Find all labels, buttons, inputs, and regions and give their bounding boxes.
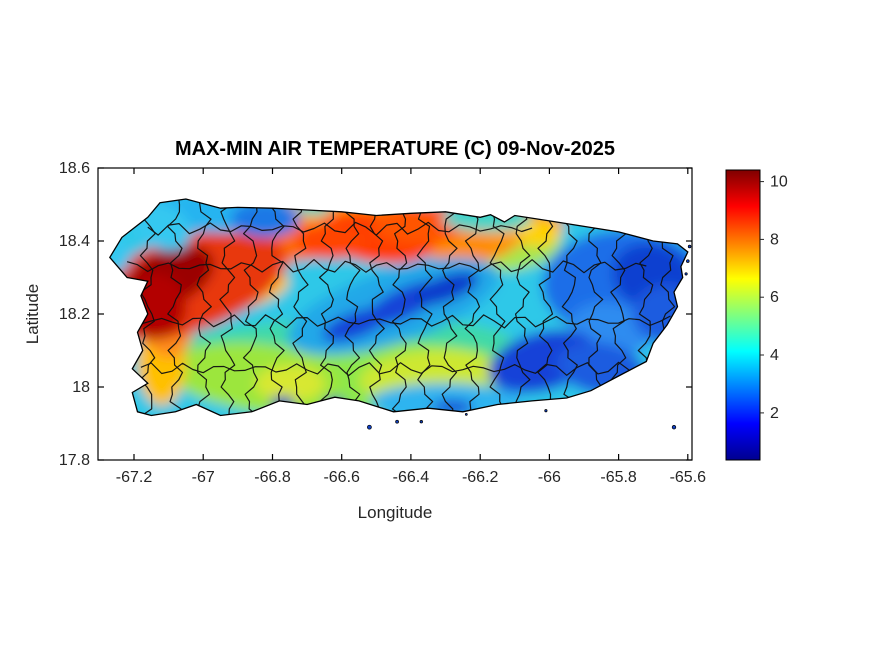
boundary-line [147, 221, 533, 236]
map-area [108, 198, 692, 430]
boundary-line [588, 199, 604, 416]
boundary-line [368, 199, 386, 416]
heat-blob [412, 271, 479, 306]
islet [684, 272, 688, 276]
heat-blob [123, 273, 186, 340]
colorbar-tick-label: 8 [770, 231, 779, 248]
y-tick-label: 18.2 [59, 306, 90, 323]
boundary-line [292, 199, 309, 416]
islet [464, 413, 468, 416]
boundary-line [416, 199, 434, 416]
generated-plot-content: -67.2 -67 -66.8 -66.6 -66.4 -66.2 -66 -65.8 -65.… [59, 160, 788, 486]
colorbar-tick-label: 2 [770, 405, 779, 422]
boundary-line [344, 199, 361, 416]
x-tick-label: -66.6 [323, 469, 360, 486]
heat-blob [296, 200, 332, 216]
x-tick-label: -66.4 [393, 469, 430, 486]
boundary-line [489, 199, 506, 416]
boundary-line [515, 199, 531, 416]
islet [395, 419, 399, 424]
heat-blob [109, 237, 131, 274]
boundary-line [219, 199, 236, 416]
coastline-outline [108, 198, 689, 417]
x-tick-label: -67 [192, 469, 215, 486]
boundary-line [318, 199, 335, 416]
islet [544, 409, 548, 413]
islet [419, 420, 423, 424]
y-tick-label: 18.6 [59, 160, 90, 177]
heat-blob [255, 365, 325, 402]
y-tick-label: 18 [72, 379, 90, 396]
boundary-line [196, 199, 212, 416]
colorbar-tick-label: 10 [770, 174, 788, 191]
x-axis-label: Longitude [358, 503, 433, 522]
boundary-line [464, 199, 481, 416]
boundary-line [391, 199, 408, 416]
heat-blob [230, 200, 301, 238]
x-tick-label: -66.8 [254, 469, 291, 486]
boundary-line [242, 199, 259, 416]
x-tick-label: -65.6 [670, 469, 707, 486]
heat-blob [431, 399, 474, 415]
municipality-boundaries [120, 199, 676, 416]
islet [687, 244, 692, 249]
islet [686, 259, 690, 263]
islet [671, 425, 677, 430]
x-tick-label: -65.8 [600, 469, 637, 486]
boundary-line [140, 361, 630, 377]
boundary-line [167, 199, 184, 416]
boundary-line [268, 199, 285, 416]
boundary-line [120, 314, 671, 329]
y-axis-label: Latitude [23, 284, 42, 345]
heat-blob [296, 222, 366, 260]
colorbar [725, 169, 761, 461]
colorbar-tick-label: 6 [770, 289, 779, 306]
chart-title: MAX-MIN AIR TEMPERATURE (C) 09-Nov-2025 [175, 138, 615, 160]
y-tick-label: 18.4 [59, 233, 90, 250]
colorbar-tick-label: 4 [770, 347, 779, 364]
y-tick-label: 17.8 [59, 452, 90, 469]
heat-blob [518, 220, 560, 247]
x-tick-label: -66 [538, 469, 561, 486]
islet [367, 424, 372, 430]
boundary-line [537, 199, 554, 416]
boundary-line [126, 259, 647, 274]
x-tick-label: -67.2 [116, 469, 153, 486]
boundary-line [561, 199, 578, 416]
x-tick-label: -66.2 [462, 469, 499, 486]
boundary-line [441, 199, 458, 416]
